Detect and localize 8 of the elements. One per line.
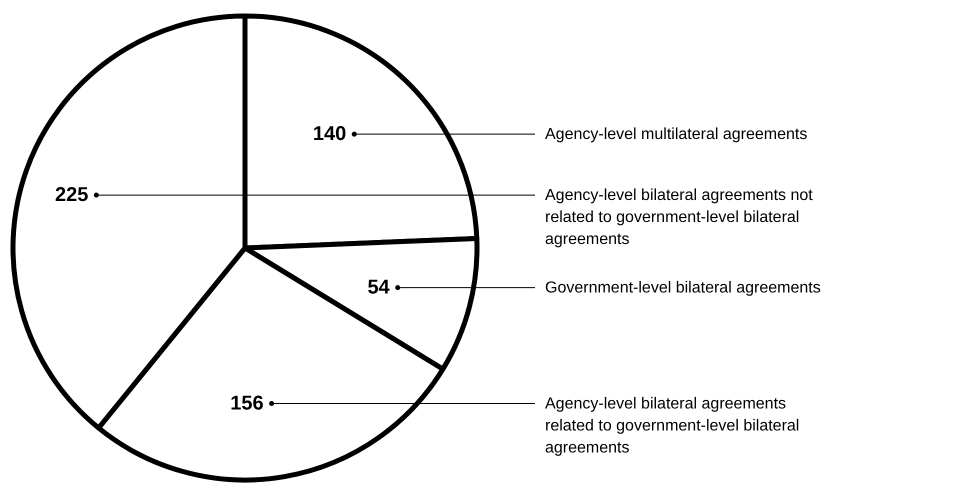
data-label: 156 xyxy=(230,392,264,415)
slice-label: Agency-level multilateral agreements xyxy=(545,126,808,143)
data-label: 225 xyxy=(54,184,88,206)
slice-label: Government-level bilateral agreements xyxy=(545,279,821,296)
data-label: 140 xyxy=(312,123,346,146)
data-label: 54 xyxy=(367,276,391,299)
slice-label: Agency-level bilateral agreements related to government-level bilateral agreements xyxy=(545,395,800,456)
slice-label: Agency-level bilateral agreements not related to government-level bilateral agreements xyxy=(545,186,814,248)
